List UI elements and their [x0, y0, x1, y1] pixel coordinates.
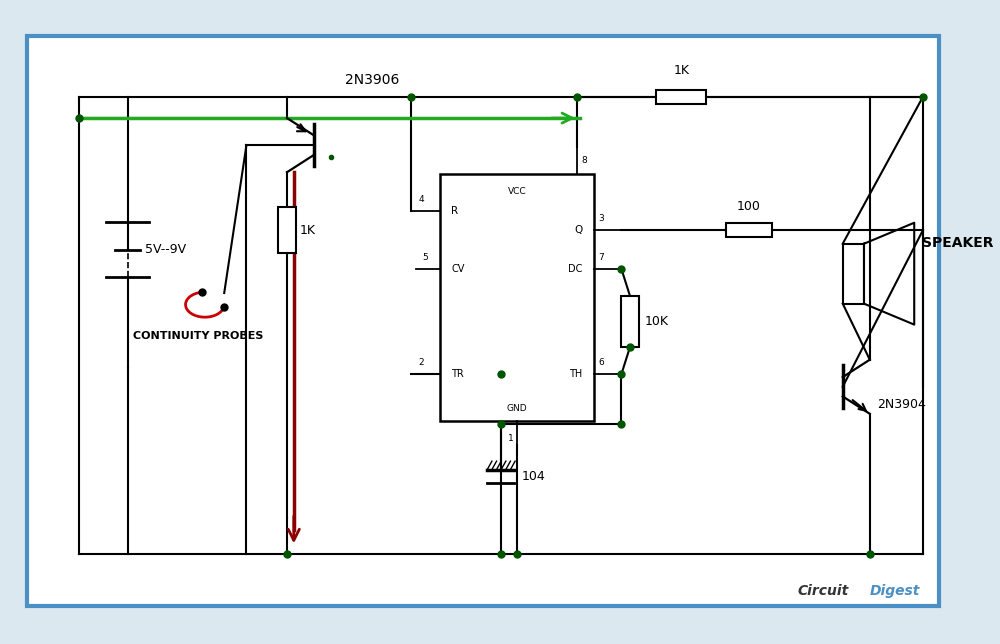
Text: GND: GND [507, 404, 527, 413]
Text: 2N3906: 2N3906 [345, 73, 399, 87]
Bar [621, 296, 639, 346]
Text: 8: 8 [582, 156, 588, 165]
Text: 5: 5 [422, 253, 428, 262]
Text: R: R [451, 206, 458, 216]
Text: 6: 6 [598, 359, 604, 368]
Text: 5V--9V: 5V--9V [145, 243, 186, 256]
Text: 104: 104 [522, 470, 546, 483]
Text: SPEAKER: SPEAKER [922, 236, 993, 250]
Text: 7: 7 [598, 253, 604, 262]
Text: 100: 100 [737, 200, 761, 213]
Text: 2: 2 [418, 359, 424, 368]
Text: 1K: 1K [673, 64, 689, 77]
Text: CONTINUITY PROBES: CONTINUITY PROBES [133, 330, 264, 341]
Text: Digest: Digest [870, 583, 920, 598]
Text: 3: 3 [598, 214, 604, 223]
Text: TR: TR [451, 369, 464, 379]
Text: 2N3904: 2N3904 [878, 397, 926, 411]
Bar [726, 223, 772, 238]
Text: 1K: 1K [300, 223, 316, 237]
Text: DC: DC [568, 264, 583, 274]
Bar [656, 90, 706, 104]
Text: 4: 4 [418, 195, 424, 204]
Bar [843, 243, 864, 303]
Text: TH: TH [570, 369, 583, 379]
Text: CV: CV [451, 264, 465, 274]
Text: 1: 1 [508, 434, 514, 443]
Text: VCC: VCC [508, 187, 526, 196]
Text: 10K: 10K [645, 315, 669, 328]
Bar [440, 174, 594, 421]
Text: Q: Q [575, 225, 583, 235]
Text: Circuit: Circuit [797, 583, 849, 598]
Bar [278, 207, 296, 253]
